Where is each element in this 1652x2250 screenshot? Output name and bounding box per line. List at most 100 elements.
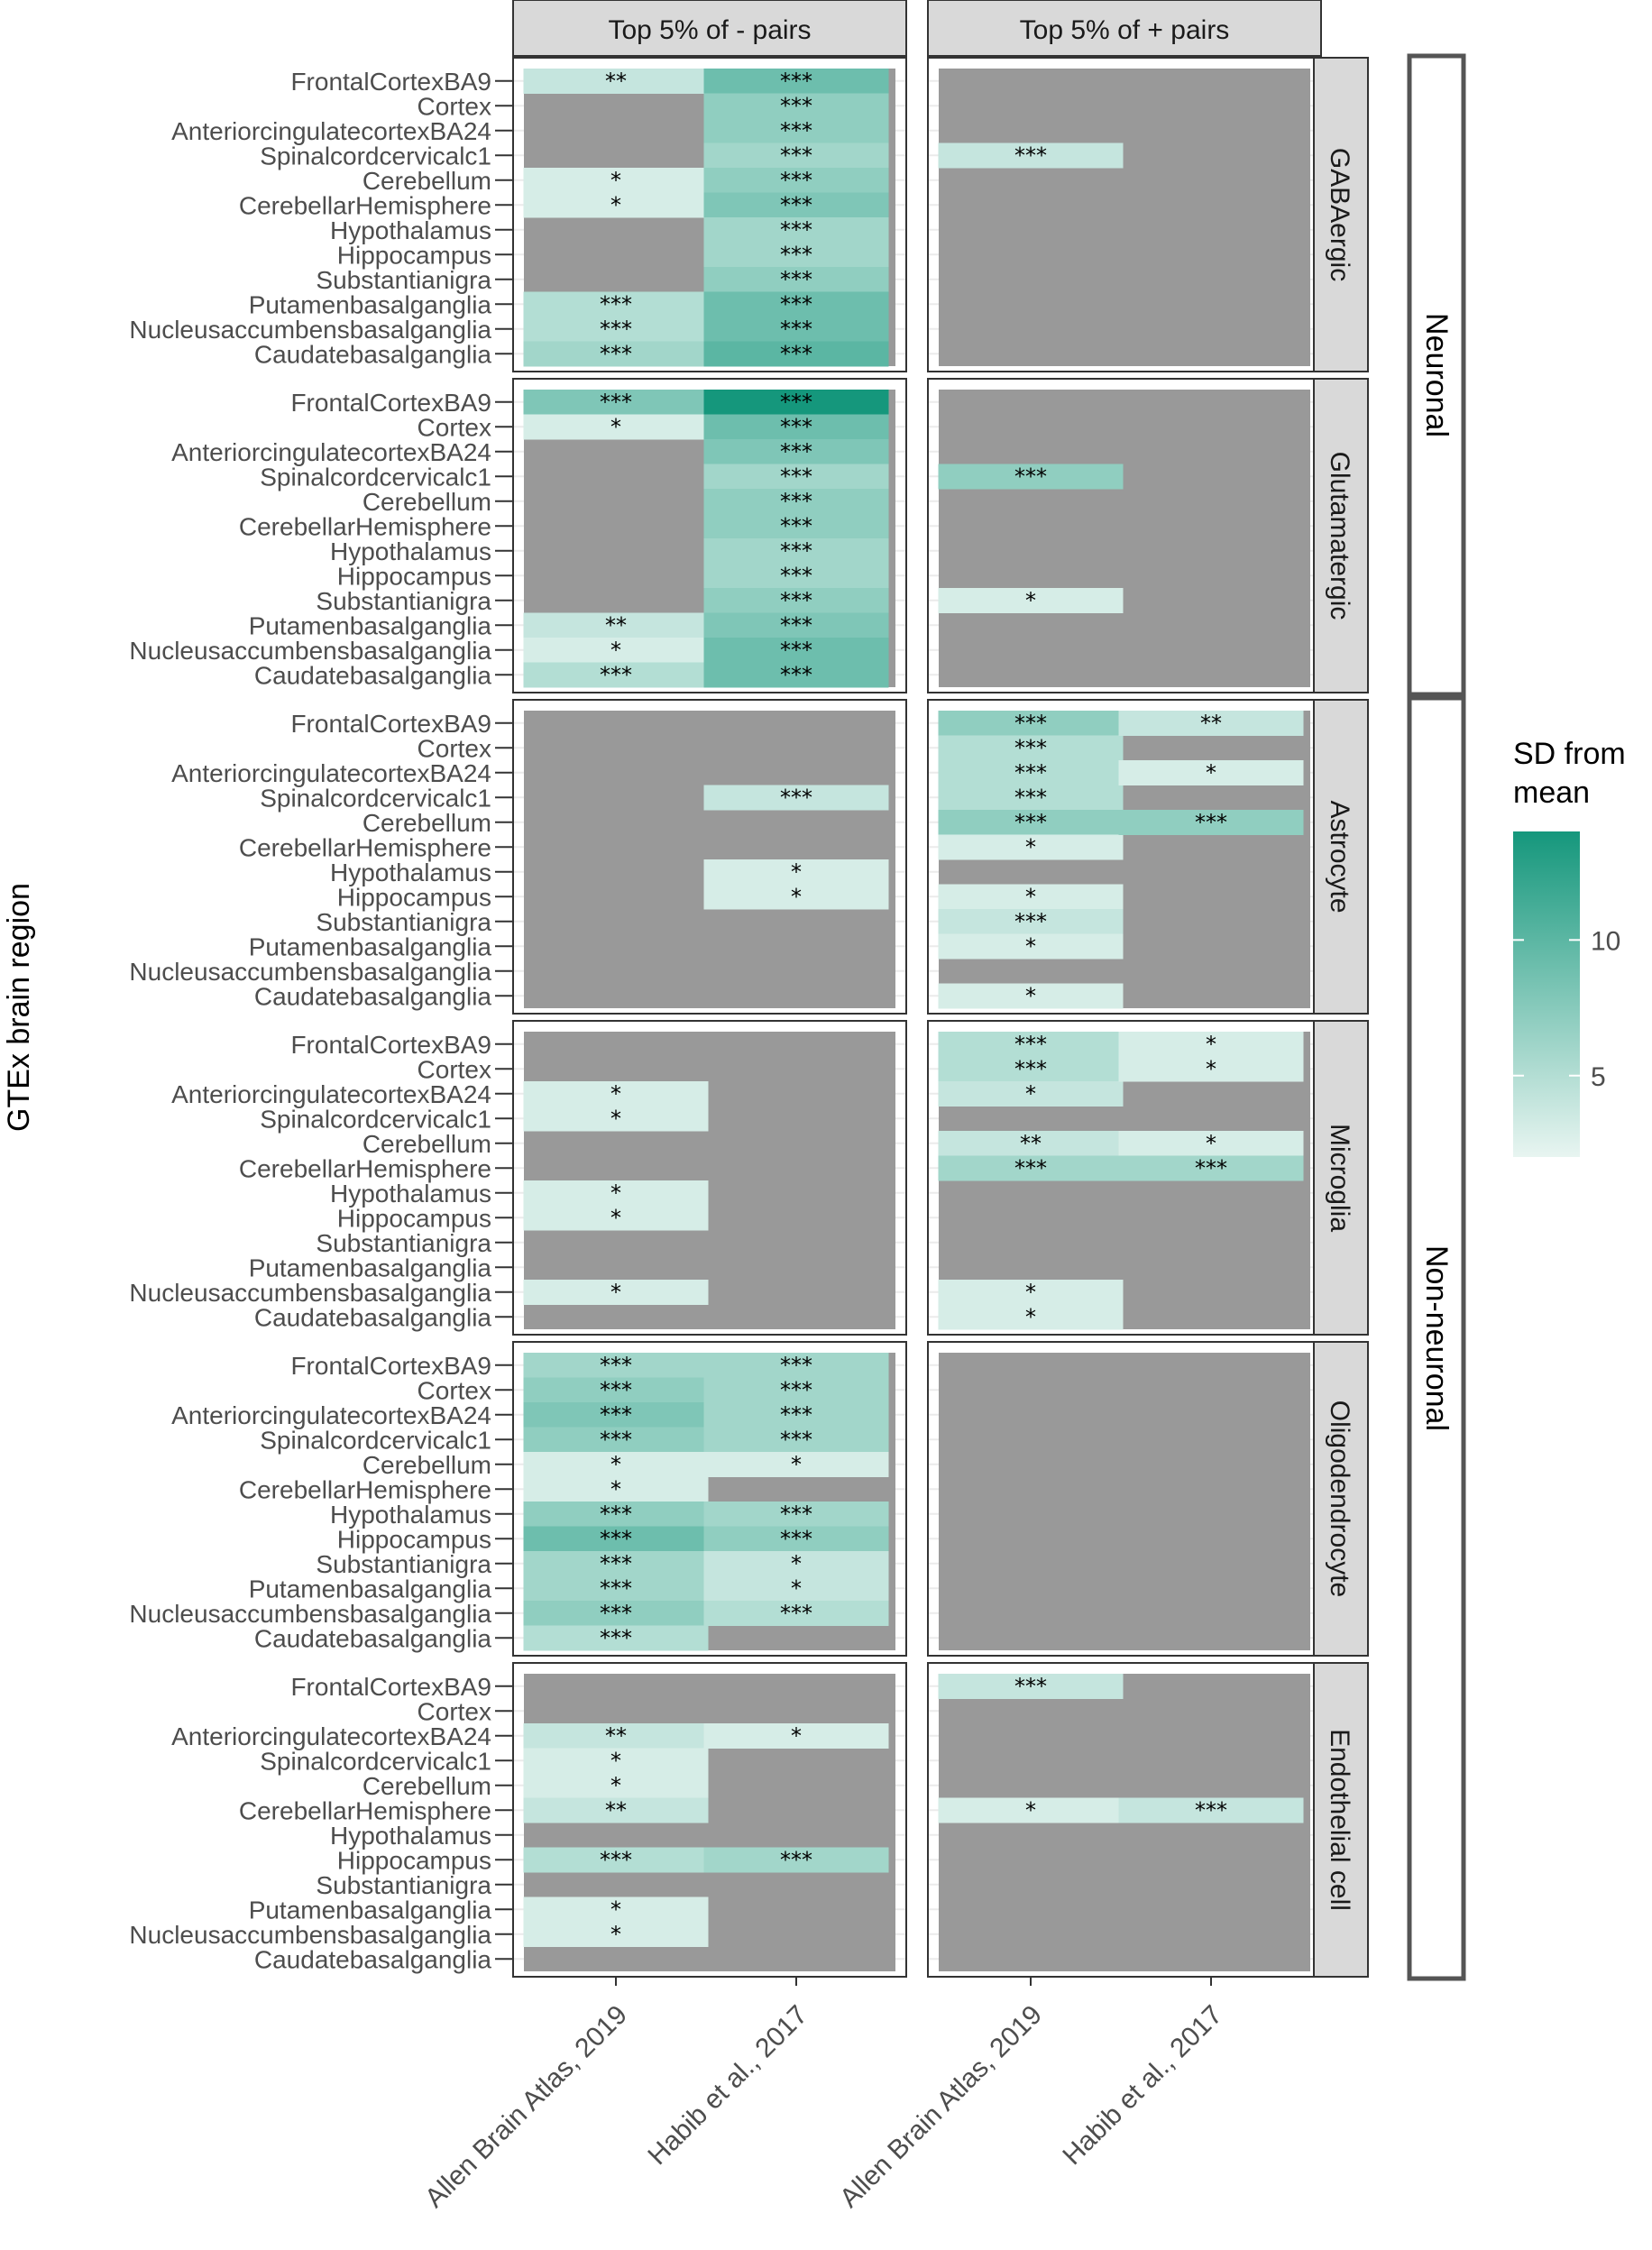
significance-label: * <box>610 1749 621 1774</box>
heat-tile <box>938 1797 1124 1823</box>
significance-label: * <box>1206 1057 1216 1082</box>
heat-tile <box>523 1476 709 1502</box>
significance-label: *** <box>780 143 812 169</box>
significance-label: *** <box>780 292 812 317</box>
heat-tile <box>703 1847 889 1873</box>
significance-label: *** <box>600 663 632 688</box>
heat-tile <box>1118 810 1304 835</box>
row-label: Hippocampus <box>337 1204 491 1232</box>
heat-tile <box>523 1896 709 1923</box>
significance-label: *** <box>780 1428 812 1453</box>
significance-label: *** <box>600 1402 632 1428</box>
significance-label: * <box>610 1773 621 1798</box>
row-label: CerebellarHemisphere <box>239 191 491 219</box>
heat-tile <box>523 1625 709 1651</box>
significance-label: *** <box>1014 760 1047 785</box>
significance-label: * <box>791 1576 802 1602</box>
row-label: FrontalCortexBA9 <box>290 710 491 738</box>
legend: SD from mean 5 10 <box>1513 737 1626 1157</box>
row-label: Spinalcordcervicalc1 <box>260 784 491 812</box>
heat-tile <box>523 390 709 415</box>
panel-border <box>512 699 907 1015</box>
heat-tile <box>1118 1032 1304 1057</box>
heat-tile <box>523 1551 709 1576</box>
significance-label: * <box>1206 1131 1216 1156</box>
heat-tile <box>703 1452 889 1477</box>
row-label: Hippocampus <box>337 241 491 269</box>
significance-label: *** <box>780 342 812 367</box>
group-label: Non-neuronal <box>1419 1245 1454 1431</box>
heat-tile <box>1118 1056 1304 1082</box>
significance-label: *** <box>1195 1798 1227 1823</box>
heat-tile <box>938 735 1124 761</box>
heat-tile <box>523 1773 709 1798</box>
heat-tile <box>703 242 889 268</box>
row-label: FrontalCortexBA9 <box>290 68 491 96</box>
heat-tile <box>703 1377 889 1403</box>
row-label: Nucleusaccumbensbasalganglia <box>129 958 491 986</box>
row-label: AnteriorcingulatecortexBA24 <box>171 117 491 145</box>
row-strip <box>1313 57 1369 372</box>
row-label: Caudatebasalganglia <box>254 661 492 689</box>
row-label: Hypothalamus <box>330 1501 491 1529</box>
row-label: FrontalCortexBA9 <box>290 1352 491 1380</box>
significance-label: *** <box>600 1551 632 1576</box>
row-label: Substantianigra <box>316 1871 491 1899</box>
significance-label: *** <box>780 464 812 490</box>
significance-label: * <box>610 1922 621 1947</box>
heat-tile <box>523 1748 709 1774</box>
na-tile-block <box>939 1353 1310 1650</box>
heat-tile <box>523 1427 709 1453</box>
facet-row: FrontalCortexBA9CortexAnteriorcingulatec… <box>129 699 1369 1015</box>
row-label: Substantianigra <box>316 908 491 936</box>
significance-label: * <box>1206 1032 1216 1057</box>
row-label: Hippocampus <box>337 1525 491 1553</box>
group-label: Neuronal <box>1419 313 1454 437</box>
heat-tile <box>703 267 889 292</box>
heat-tile <box>938 760 1124 785</box>
significance-label: * <box>610 193 621 218</box>
heat-tile <box>938 810 1124 835</box>
significance-label: ** <box>1200 711 1222 736</box>
heat-tile <box>938 1155 1124 1181</box>
heat-tile <box>703 1402 889 1428</box>
row-label: CerebellarHemisphere <box>239 512 491 540</box>
heat-tile <box>703 859 889 885</box>
group-bracket <box>1407 53 1466 697</box>
row-strip-label: Glutamatergic <box>1325 452 1354 620</box>
heat-tile <box>703 563 889 589</box>
row-label: Putamenbasalganglia <box>249 1896 492 1924</box>
heat-tile <box>703 884 889 910</box>
row-strip-label: Astrocyte <box>1325 800 1354 913</box>
significance-label: * <box>610 1452 621 1477</box>
heat-tile <box>523 1847 709 1873</box>
facet-row: FrontalCortexBA9CortexAnteriorcingulatec… <box>129 1341 1369 1657</box>
significance-label: *** <box>780 168 812 193</box>
significance-label: *** <box>780 638 812 663</box>
facet-row: FrontalCortexBA9CortexAnteriorcingulatec… <box>129 1662 1369 1978</box>
heat-tile <box>523 1452 709 1477</box>
heat-tile <box>703 1575 889 1602</box>
row-label: Hypothalamus <box>330 216 491 244</box>
row-label: Spinalcordcervicalc1 <box>260 1426 491 1454</box>
row-label: Spinalcordcervicalc1 <box>260 463 491 491</box>
row-label: AnteriorcingulatecortexBA24 <box>171 1722 491 1750</box>
significance-label: *** <box>780 588 812 613</box>
significance-label: *** <box>780 1527 812 1552</box>
heat-tile <box>1118 760 1304 785</box>
heat-tile <box>938 785 1124 811</box>
significance-label: *** <box>600 1527 632 1552</box>
significance-label: * <box>610 1206 621 1231</box>
heat-tile <box>523 168 709 193</box>
row-label: Nucleusaccumbensbasalganglia <box>129 316 491 344</box>
significance-label: * <box>791 1551 802 1576</box>
significance-label: * <box>610 1107 621 1132</box>
row-strip <box>1313 378 1369 693</box>
row-label: Putamenbasalganglia <box>249 1254 492 1281</box>
heat-tile <box>703 588 889 613</box>
heat-tile <box>523 1601 709 1626</box>
heat-tile <box>523 291 709 317</box>
row-label: Caudatebasalganglia <box>254 1624 492 1652</box>
legend-colorbar <box>1513 831 1580 1157</box>
column-strip <box>927 0 1322 57</box>
